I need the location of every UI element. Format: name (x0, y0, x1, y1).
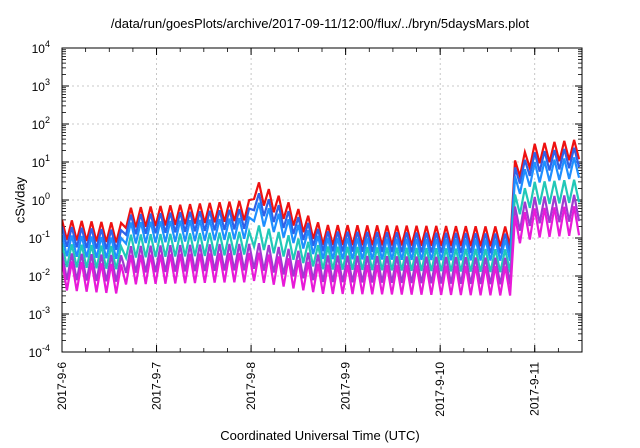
series-line-5 (62, 206, 581, 296)
y-tick-label: 103 (32, 77, 50, 94)
y-tick-label: 102 (32, 115, 50, 132)
x-tick-label: 2017-9-6 (55, 362, 69, 410)
chart-title: /data/run/goesPlots/archive/2017-09-11/1… (110, 16, 530, 31)
y-tick-label: 10-3 (29, 305, 50, 322)
series-line-3 (62, 179, 581, 273)
plot-frame (61, 47, 583, 353)
series-line-1 (62, 147, 581, 254)
y-tick-label: 10-1 (29, 229, 50, 246)
y-tick-label: 10-2 (29, 267, 50, 284)
series-line-4 (62, 194, 581, 285)
x-tick-label: 2017-9-8 (244, 362, 258, 410)
y-tick-label: 104 (32, 39, 50, 56)
x-tick-label: 2017-9-7 (150, 362, 164, 410)
y-tick-label: 100 (32, 191, 50, 208)
y-tick-label: 101 (32, 153, 50, 170)
y-tick-label: 10-4 (29, 343, 50, 360)
x-tick-label: 2017-9-11 (528, 362, 542, 416)
x-axis-label: Coordinated Universal Time (UTC) (220, 428, 420, 443)
y-axis-label: cSv/day (12, 176, 28, 224)
x-tick-label: 2017-9-10 (433, 362, 447, 417)
series-line-2 (62, 157, 581, 261)
series-line-0 (62, 139, 581, 247)
x-tick-label: 2017-9-9 (339, 362, 353, 410)
